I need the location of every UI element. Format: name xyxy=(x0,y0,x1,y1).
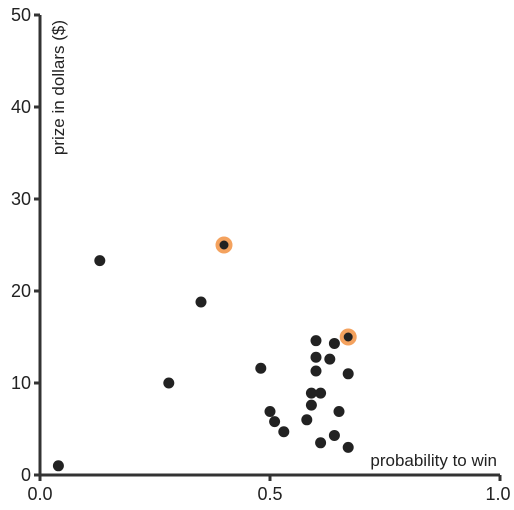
highlighted-data-point xyxy=(215,236,233,254)
data-point xyxy=(305,387,317,399)
data-point xyxy=(278,426,290,438)
data-point xyxy=(310,351,322,363)
data-point xyxy=(94,255,106,267)
data-point xyxy=(195,296,207,308)
data-point xyxy=(328,337,340,349)
highlighted-data-point xyxy=(339,328,357,346)
data-point xyxy=(310,365,322,377)
data-point xyxy=(333,406,345,418)
y-tick-label: 10 xyxy=(11,373,31,393)
y-tick-label: 50 xyxy=(11,5,31,25)
data-point xyxy=(342,441,354,453)
data-point xyxy=(52,460,64,472)
data-point xyxy=(305,399,317,411)
data-point xyxy=(255,362,267,374)
data-points xyxy=(52,236,357,472)
y-tick-label: 40 xyxy=(11,97,31,117)
x-tick-label: 1.0 xyxy=(485,484,510,504)
data-point xyxy=(269,416,281,428)
data-point xyxy=(315,437,327,449)
data-point xyxy=(310,335,322,347)
x-tick-label: 0.0 xyxy=(27,484,52,504)
y-tick-label: 0 xyxy=(21,465,31,485)
data-point xyxy=(342,368,354,380)
data-point xyxy=(301,414,313,426)
y-tick-label: 30 xyxy=(11,189,31,209)
axes xyxy=(38,15,500,477)
data-point xyxy=(328,429,340,441)
data-point xyxy=(315,387,327,399)
y-axis-title: prize in dollars ($) xyxy=(49,20,68,155)
data-point xyxy=(264,406,276,418)
x-axis-title: probability to win xyxy=(370,451,497,470)
ticks: 0 10 20 30 40 50 0.0 0.5 1.0 xyxy=(11,5,511,504)
data-point xyxy=(163,377,175,389)
y-tick-label: 20 xyxy=(11,281,31,301)
data-point xyxy=(324,353,336,365)
x-tick-label: 0.5 xyxy=(257,484,282,504)
